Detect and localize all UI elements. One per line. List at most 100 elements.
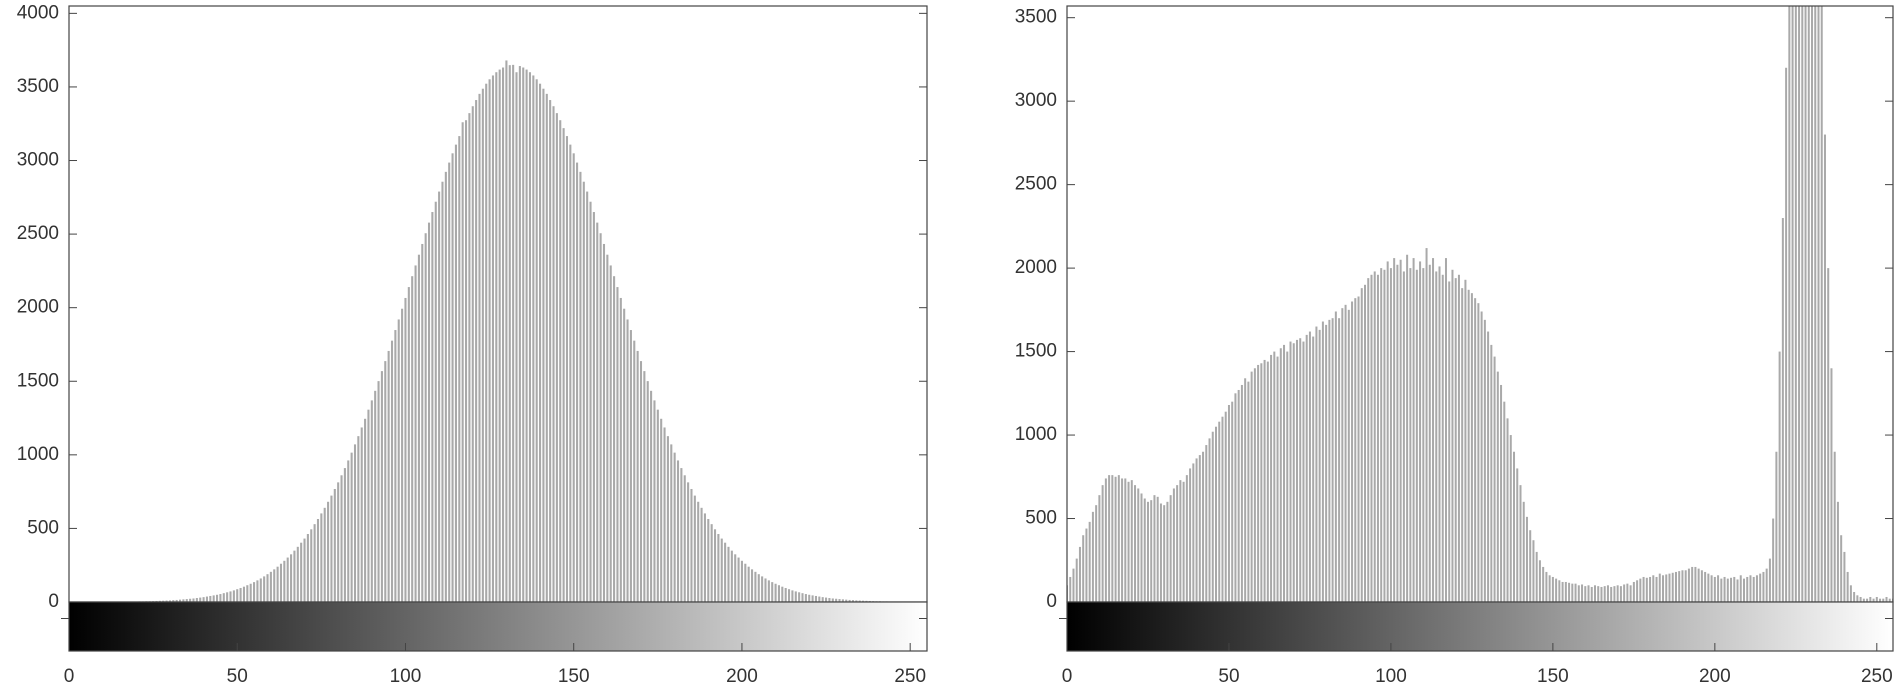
bar [1306, 335, 1308, 602]
bar [1675, 572, 1677, 602]
bar [771, 582, 773, 602]
bar [435, 202, 437, 602]
bar [1468, 290, 1470, 602]
bar [724, 543, 726, 602]
bar [1656, 577, 1658, 602]
bar [1170, 495, 1172, 602]
bar [526, 70, 528, 602]
bar [512, 65, 514, 602]
bar [1221, 417, 1223, 602]
bar [203, 597, 205, 602]
bar [1633, 582, 1635, 602]
bar [741, 561, 743, 602]
bar [219, 594, 221, 602]
x-tick-label: 100 [1375, 666, 1407, 687]
bar [1659, 574, 1661, 602]
bar [1824, 135, 1826, 602]
bar [1523, 502, 1525, 602]
bar [290, 554, 292, 602]
bar [1490, 345, 1492, 602]
bar [650, 391, 652, 602]
bar [273, 569, 275, 602]
bar [596, 223, 598, 602]
bar [462, 122, 464, 602]
bar [1280, 348, 1282, 602]
bar [714, 529, 716, 602]
bars [1066, 0, 1894, 602]
bar [270, 572, 272, 602]
bar [1260, 363, 1262, 602]
bar [1173, 488, 1175, 602]
bar [1218, 422, 1220, 602]
bar [589, 202, 591, 602]
bar [401, 309, 403, 602]
bar [320, 513, 322, 602]
bar [458, 136, 460, 602]
bar [795, 591, 797, 602]
bar [1361, 288, 1363, 602]
bar [216, 595, 218, 602]
bar [340, 475, 342, 602]
bar [391, 341, 393, 602]
bar [744, 564, 746, 602]
bar [1131, 480, 1133, 602]
bar [1749, 575, 1751, 602]
bar [277, 567, 279, 602]
bar [1714, 577, 1716, 602]
bar [240, 588, 242, 602]
bar [1584, 586, 1586, 602]
bar [1325, 325, 1327, 602]
bar [734, 554, 736, 602]
y-tick-label: 3500 [17, 76, 59, 97]
bar [428, 223, 430, 602]
bar [505, 60, 507, 602]
bar [1115, 477, 1117, 602]
bar [657, 410, 659, 602]
bar [1105, 478, 1107, 602]
bar [1623, 584, 1625, 602]
bar [1795, 0, 1797, 602]
bar [1782, 218, 1784, 602]
bar [1254, 368, 1256, 602]
bar [280, 564, 282, 602]
bar [384, 361, 386, 602]
x-tick-label: 50 [1218, 666, 1239, 687]
bar [266, 574, 268, 602]
bar [337, 482, 339, 602]
bar [788, 589, 790, 602]
bar [670, 444, 672, 602]
bar [529, 72, 531, 602]
bar [1299, 338, 1301, 602]
colorbar [69, 602, 927, 651]
bar [408, 287, 410, 602]
bar [1442, 275, 1444, 602]
bar [411, 276, 413, 602]
bar [1737, 579, 1739, 602]
bar [687, 482, 689, 602]
bar [1228, 405, 1230, 602]
bar [492, 75, 494, 602]
x-tick-label: 200 [1699, 666, 1731, 687]
bar [1617, 585, 1619, 602]
bar [1354, 298, 1356, 602]
bar [1315, 327, 1317, 602]
bar [515, 72, 517, 602]
bar [246, 585, 248, 602]
bar [364, 419, 366, 602]
bar [502, 68, 504, 602]
bar [1089, 522, 1091, 602]
bar [1494, 357, 1496, 602]
bar [1416, 270, 1418, 602]
bar [1209, 438, 1211, 602]
bar [1328, 320, 1330, 602]
bar [519, 66, 521, 602]
bar [1801, 0, 1803, 602]
bar [378, 381, 380, 602]
bar [209, 596, 211, 602]
y-tick-label: 3000 [1015, 90, 1057, 111]
bar [1526, 517, 1528, 602]
bar [1830, 368, 1832, 602]
bar [1620, 586, 1622, 602]
bar [307, 534, 309, 602]
